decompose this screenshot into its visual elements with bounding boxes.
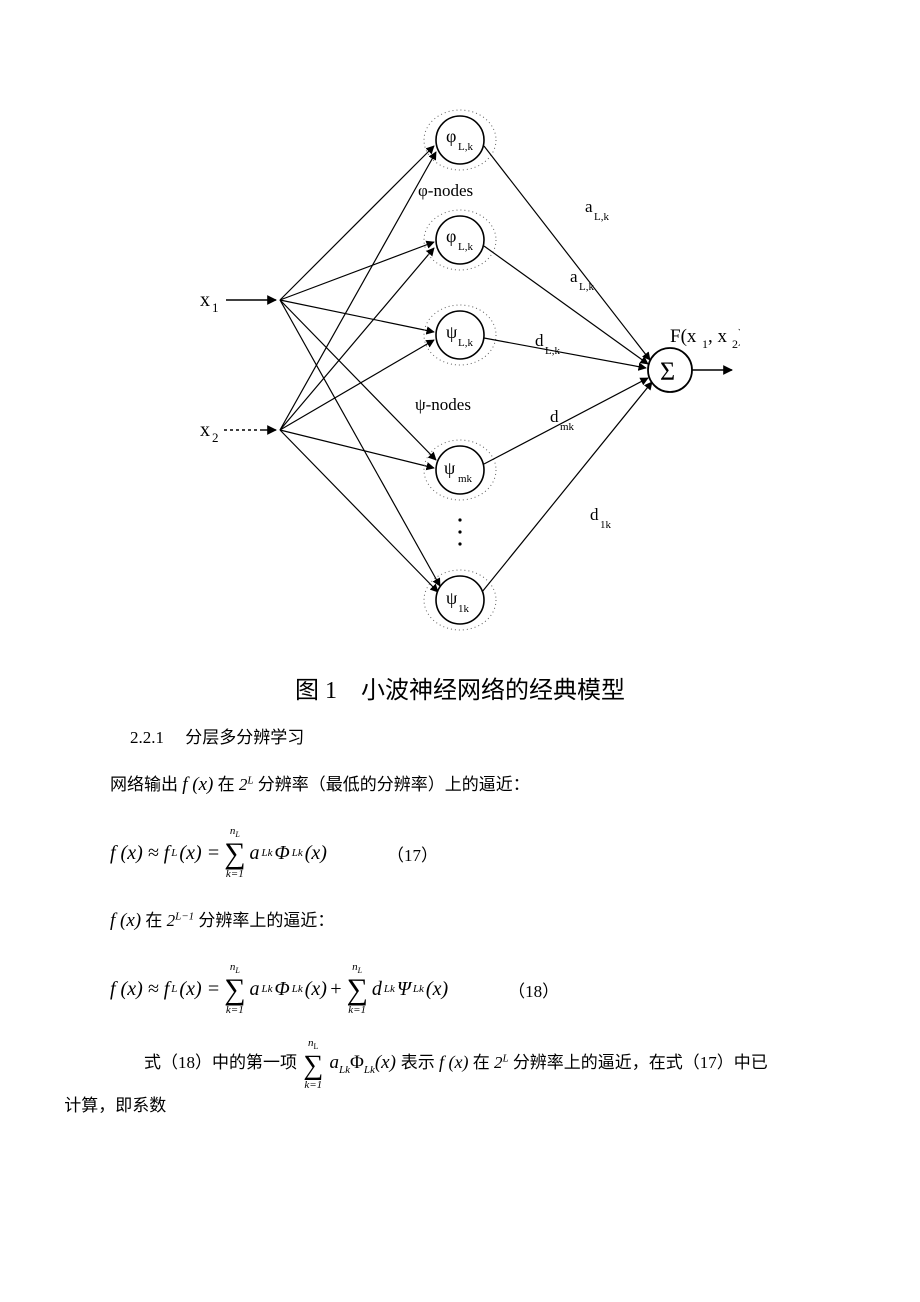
p3d: 分辨率上的逼近，在式（17）中已 [513, 1053, 768, 1072]
eq18-t1end: (x) [305, 978, 327, 1001]
t1c: 分辨率（最低的分辨率）上的逼近： [258, 775, 530, 794]
svg-text:L,k: L,k [594, 211, 609, 223]
t2b: 分辨率上的逼近： [198, 911, 334, 930]
svg-text:a: a [585, 197, 593, 216]
equation-18: f (x) ≈ fL(x) = nL ∑ k=1 aLkΦLk(x) + nL … [110, 962, 860, 1016]
p3-tphisub: Lk [364, 1064, 375, 1076]
svg-text:ψ-nodes: ψ-nodes [415, 395, 471, 414]
eq18-dsub: Lk [384, 983, 395, 995]
eq17-phi: Φ [275, 842, 290, 865]
eq17-num: （17） [387, 841, 438, 866]
svg-text:1k: 1k [600, 519, 612, 531]
wavelet-network-diagram: x 1 x 2 φL,k φL,k ψL,k ψmk [180, 80, 740, 660]
svg-text:x: x [200, 419, 210, 441]
eq17-a: a [250, 842, 260, 865]
sentence-2: f (x) 在 2L−1 分辨率上的逼近： [110, 902, 860, 940]
svg-text:d: d [535, 331, 544, 350]
svg-text:L,k: L,k [458, 337, 473, 349]
svg-text:d: d [550, 407, 559, 426]
eq18-psisub: Lk [413, 983, 424, 995]
section-number: 2.2.1 [130, 728, 164, 747]
svg-text:φ-nodes: φ-nodes [418, 181, 473, 200]
svg-text:x: x [200, 289, 210, 311]
svg-text:ψ: ψ [444, 458, 456, 478]
eq18-d: d [372, 978, 382, 1001]
svg-text:L,k: L,k [458, 241, 473, 253]
t1fx: f (x) [182, 774, 213, 795]
svg-text:φ: φ [446, 226, 456, 246]
section-heading: 2.2.1 分层多分辨学习 [130, 723, 860, 748]
section-title: 分层多分辨学习 [185, 728, 304, 747]
eq17-end: (x) [305, 842, 327, 865]
eq17-phisub: Lk [292, 847, 303, 859]
p3-tasub: Lk [339, 1064, 350, 1076]
t2exp: L−1 [175, 911, 194, 923]
p3-ta: a [329, 1052, 339, 1073]
svg-text:d: d [590, 505, 599, 524]
p3fx: f (x) [439, 1052, 468, 1072]
t2res: 2 [167, 911, 176, 930]
svg-text:1: 1 [212, 300, 219, 315]
p3line2: 计算，即系数 [64, 1096, 166, 1115]
svg-text:L,k: L,k [545, 345, 560, 357]
t1b: 在 [218, 775, 235, 794]
svg-text:F(x: F(x [670, 326, 697, 347]
p3exp: L [502, 1053, 508, 1065]
eq18-lhs: f (x) ≈ f [110, 978, 169, 1001]
caption-text: 小波神经网络的经典模型 [361, 678, 625, 704]
equation-17: f (x) ≈ fL(x) = nL ∑ k=1 aLkΦLk(x) （17） [110, 826, 860, 880]
t1exp: L [247, 774, 253, 786]
eq18-num: （18） [508, 977, 559, 1002]
t2a: 在 [145, 911, 162, 930]
eq18-lhs2: (x) = [179, 978, 220, 1001]
t1a: 网络输出 [110, 775, 182, 794]
svg-text:, x: , x [708, 326, 728, 347]
p3c: 在 [473, 1053, 490, 1072]
eq18-t2end: (x) [426, 978, 448, 1001]
eq17-lhs: f (x) ≈ f [110, 842, 169, 865]
eq18-phisub: Lk [292, 983, 303, 995]
eq18-psi: Ψ [397, 978, 411, 1001]
p3a: 式（18）中的第一项 [110, 1053, 301, 1072]
paragraph-3: 式（18）中的第一项 nL ∑ k=1 aLkΦLk(x) 表示 f (x) 在… [110, 1038, 860, 1121]
eq18-phi: Φ [275, 978, 290, 1001]
svg-text:mk: mk [458, 473, 473, 485]
eq18-sum2: nL ∑ k=1 [346, 962, 367, 1016]
svg-text:2: 2 [212, 430, 219, 445]
eq18-sum1: nL ∑ k=1 [224, 962, 245, 1016]
eq17-sum: nL ∑ k=1 [224, 826, 245, 880]
eq17-lhs2: (x) = [179, 842, 220, 865]
eq18-plus: + [329, 978, 343, 1001]
svg-text:ψ: ψ [446, 322, 458, 342]
caption-prefix: 图 1 [295, 678, 337, 704]
eq18-lhssub: L [171, 983, 177, 995]
p3-tphi: Φ [350, 1052, 364, 1073]
svg-text:mk: mk [560, 421, 575, 433]
eq18-a: a [250, 978, 260, 1001]
diagram-svg: x 1 x 2 φL,k φL,k ψL,k ψmk [180, 80, 740, 660]
svg-text:φ: φ [446, 126, 456, 146]
eq17-lhs-sub: L [171, 847, 177, 859]
figure-caption: 图 1 小波神经网络的经典模型 [60, 670, 860, 705]
svg-text:L,k: L,k [579, 281, 594, 293]
svg-text:L,k: L,k [458, 141, 473, 153]
p3-sum: nL ∑ k=1 [303, 1038, 323, 1090]
sentence-1: 网络输出 f (x) 在 2L 分辨率（最低的分辨率）上的逼近： [110, 766, 860, 804]
eq17-asub: Lk [262, 847, 273, 859]
t2fx: f (x) [110, 910, 141, 931]
svg-text:1k: 1k [458, 603, 470, 615]
svg-text:Σ: Σ [660, 357, 675, 386]
svg-text:): ) [738, 326, 740, 347]
p3b: 表示 [401, 1053, 435, 1072]
svg-text:ψ: ψ [446, 588, 458, 608]
svg-text:a: a [570, 267, 578, 286]
eq18-asub: Lk [262, 983, 273, 995]
p3-tend: (x) [375, 1052, 396, 1073]
